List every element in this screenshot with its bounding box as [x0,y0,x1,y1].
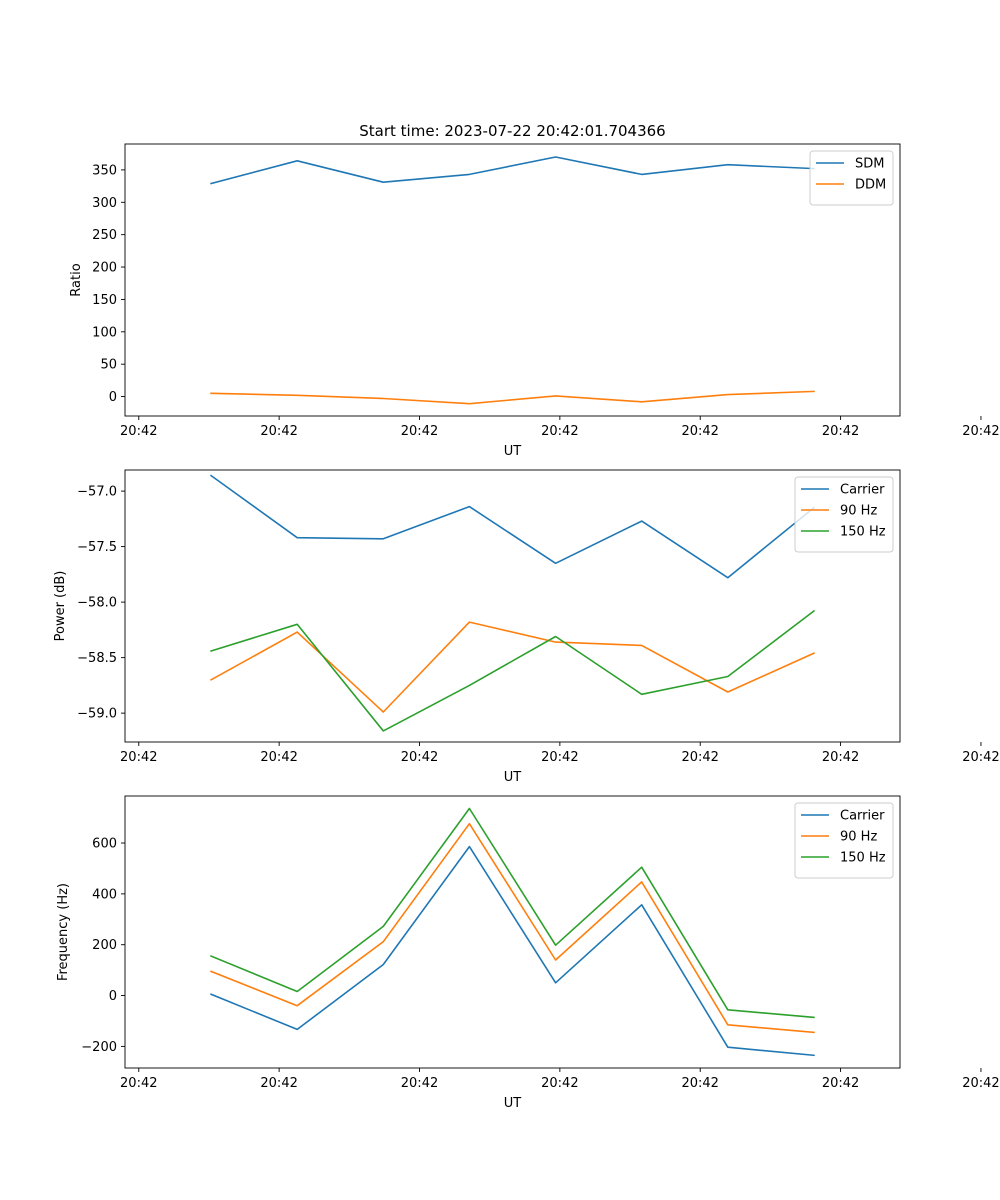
x-tick-label: 20:42 [260,424,297,439]
x-tick-label: 20:42 [541,750,578,765]
legend: SDM DDM [809,150,894,206]
y-tick-label: 200 [92,261,117,276]
x-tick-label: 20:42 [120,424,157,439]
x-tick-label: 20:42 [822,424,859,439]
legend-label: 90 Hz [840,504,877,519]
x-tick-label: 20:42 [541,1076,578,1091]
chart-panels: 20:4220:4220:4220:4220:4220:4220:4220:43… [53,143,1000,1111]
y-tick-label: 0 [109,989,117,1004]
legend-label: Carrier [840,809,885,824]
x-tick-label: 20:42 [260,1076,297,1091]
legend-box [809,150,894,206]
legend: Carrier 90 Hz 150 Hz [794,476,894,553]
x-tick-label: 20:42 [681,1076,718,1091]
y-tick-label: −57.5 [77,540,117,555]
x-tick-label: 20:42 [260,750,297,765]
series-line-90-hz [210,621,815,713]
x-tick-label: 20:42 [822,750,859,765]
series-line-90-hz [210,822,815,1034]
y-tick-label: 250 [92,228,117,243]
x-tick-label: 20:42 [681,750,718,765]
chart-panel-1: 20:4220:4220:4220:4220:4220:4220:4220:43… [69,143,1000,459]
x-tick-label: 20:42 [681,424,718,439]
y-tick-label: 600 [92,837,117,852]
y-axis-label: Power (dB) [53,571,68,642]
legend-label: 90 Hz [840,830,877,845]
series-line-carrier [210,845,815,1057]
x-tick-label: 20:42 [120,1076,157,1091]
legend-label: 150 Hz [840,525,886,540]
y-tick-label: 0 [109,390,117,405]
x-tick-label: 20:42 [401,424,438,439]
legend-box [794,476,894,553]
x-axis-label: UT [504,444,522,459]
chart-panel-2: 20:4220:4220:4220:4220:4220:4220:4220:43… [53,469,1000,785]
x-tick-label: 20:42 [822,1076,859,1091]
y-tick-label: −58.0 [77,596,117,611]
x-tick-label: 20:42 [401,1076,438,1091]
x-tick-label: 20:42 [962,424,999,439]
legend-label: DDM [855,178,886,193]
y-tick-label: −200 [81,1040,117,1055]
x-tick-label: 20:42 [962,1076,999,1091]
y-axis-label: Ratio [69,263,84,296]
x-axis-label: UT [504,1096,522,1111]
legend-label: Carrier [840,483,885,498]
legend: Carrier 90 Hz 150 Hz [794,802,894,879]
x-tick-label: 20:42 [541,424,578,439]
axes-frame [124,143,901,417]
figure-title: Start time: 2023-07-22 20:42:01.704366 [359,122,665,140]
y-tick-label: −57.0 [77,485,117,500]
series-line-sdm [210,156,815,185]
x-axis-label: UT [504,770,522,785]
x-tick-label: 20:42 [401,750,438,765]
legend-label: SDM [855,157,884,172]
x-tick-label: 20:42 [120,750,157,765]
series-line-150-hz [210,609,816,732]
series-line-150-hz [210,807,815,1019]
y-tick-label: −59.0 [77,707,117,722]
y-tick-label: 200 [92,938,117,953]
y-tick-label: 400 [92,887,117,902]
chart-panel-3: 20:4220:4220:4220:4220:4220:4220:4220:43… [56,795,1000,1111]
y-tick-label: 50 [100,358,117,373]
legend-box [794,802,894,879]
y-tick-label: 100 [92,325,117,340]
y-axis-label: Frequency (Hz) [56,883,71,981]
legend-label: 150 Hz [840,851,886,866]
series-line-ddm [210,390,815,405]
x-tick-label: 20:42 [962,750,999,765]
y-tick-label: 300 [92,196,117,211]
y-tick-label: 150 [92,293,117,308]
y-tick-label: −58.5 [77,651,117,666]
y-tick-label: 350 [92,163,117,178]
series-line-carrier [209,474,816,579]
axes-frame [124,469,901,743]
axes-frame [124,795,901,1069]
